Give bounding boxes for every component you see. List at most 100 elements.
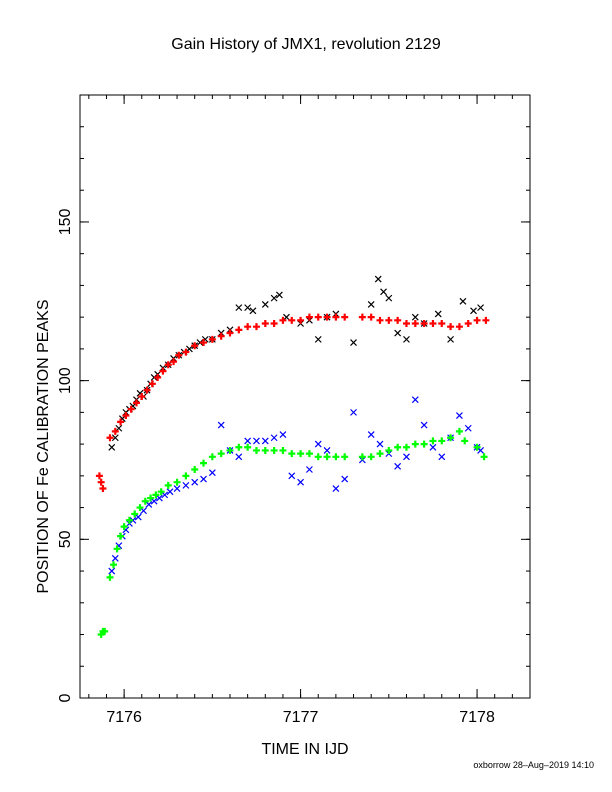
data-point (143, 386, 151, 394)
data-point (447, 434, 455, 442)
x-axis-label: TIME IN IJD (261, 741, 348, 758)
y-tick-label: 100 (57, 367, 74, 394)
data-point (122, 412, 130, 420)
data-point (235, 304, 243, 312)
data-point (117, 532, 125, 540)
data-point (252, 323, 260, 331)
data-point (341, 313, 349, 321)
data-point (464, 320, 472, 328)
data-point (140, 507, 147, 515)
data-point (217, 421, 225, 429)
data-point (108, 443, 116, 451)
data-point (297, 450, 305, 458)
data-point (403, 335, 410, 343)
data-point (161, 491, 169, 499)
data-point (182, 472, 190, 480)
data-point (141, 497, 149, 505)
data-point (429, 320, 437, 328)
data-point (480, 453, 488, 461)
data-point (200, 459, 208, 467)
data-point (461, 437, 469, 445)
data-point (305, 450, 313, 458)
data-point (173, 485, 181, 492)
data-point (420, 320, 428, 328)
data-point (350, 339, 357, 346)
data-point (411, 320, 419, 328)
data-point (394, 462, 402, 470)
data-point (99, 485, 107, 493)
data-point (191, 478, 199, 486)
data-point (106, 434, 114, 442)
data-point (358, 313, 366, 321)
data-point (226, 329, 234, 337)
data-point (380, 288, 387, 296)
data-point (314, 453, 322, 461)
data-point (288, 316, 296, 324)
data-point (394, 329, 402, 337)
data-point (288, 450, 296, 458)
data-point (253, 437, 260, 445)
data-point (111, 427, 119, 435)
data-point (249, 307, 257, 315)
data-point (297, 478, 305, 486)
data-point (244, 304, 252, 312)
data-point (252, 446, 260, 454)
data-point (200, 475, 207, 483)
data-point (283, 313, 290, 321)
data-point (244, 443, 252, 451)
data-point (455, 323, 463, 331)
data-point (394, 316, 402, 324)
data-point (350, 408, 357, 416)
data-point (420, 421, 428, 429)
data-point (473, 316, 481, 324)
data-point (279, 446, 287, 454)
data-point (182, 481, 190, 489)
data-point (482, 316, 490, 324)
data-point (270, 446, 278, 454)
data-point (145, 500, 153, 508)
data-point (429, 443, 437, 451)
data-point (261, 301, 269, 308)
data-point (125, 516, 133, 524)
data-point (111, 434, 119, 442)
data-point (157, 488, 165, 496)
data-point (341, 475, 349, 483)
data-point (305, 466, 313, 473)
data-point (367, 431, 375, 439)
data-point (477, 447, 485, 454)
data-point (411, 396, 419, 404)
data-point (323, 453, 331, 461)
data-point (147, 494, 155, 502)
data-point (403, 453, 410, 461)
data-point (305, 313, 313, 321)
data-point (332, 453, 340, 461)
y-tick-label: 0 (57, 693, 74, 702)
y-tick-label: 50 (57, 530, 74, 548)
data-point (164, 481, 172, 489)
data-point (261, 320, 269, 328)
data-point (394, 443, 402, 451)
data-point (132, 399, 140, 407)
data-point (358, 453, 366, 461)
data-point (217, 450, 225, 458)
y-axis-label: POSITION OF Fe CALIBRATION PEAKS (35, 300, 52, 594)
data-point (275, 291, 283, 299)
x-tick-label: 7177 (283, 709, 319, 726)
data-point (191, 342, 199, 350)
data-point (182, 348, 190, 356)
data-point (447, 323, 455, 331)
data-point (279, 316, 287, 324)
data-point (332, 313, 340, 321)
data-point (270, 294, 278, 302)
data-point (235, 453, 243, 461)
data-point (429, 437, 437, 445)
data-point (155, 494, 163, 502)
data-point (385, 446, 393, 454)
data-point (166, 488, 174, 496)
data-point (217, 332, 225, 340)
x-tick-label: 7176 (106, 709, 142, 726)
data-point (385, 294, 393, 302)
data-point (376, 440, 384, 448)
data-point (411, 440, 419, 448)
data-point (447, 335, 455, 343)
